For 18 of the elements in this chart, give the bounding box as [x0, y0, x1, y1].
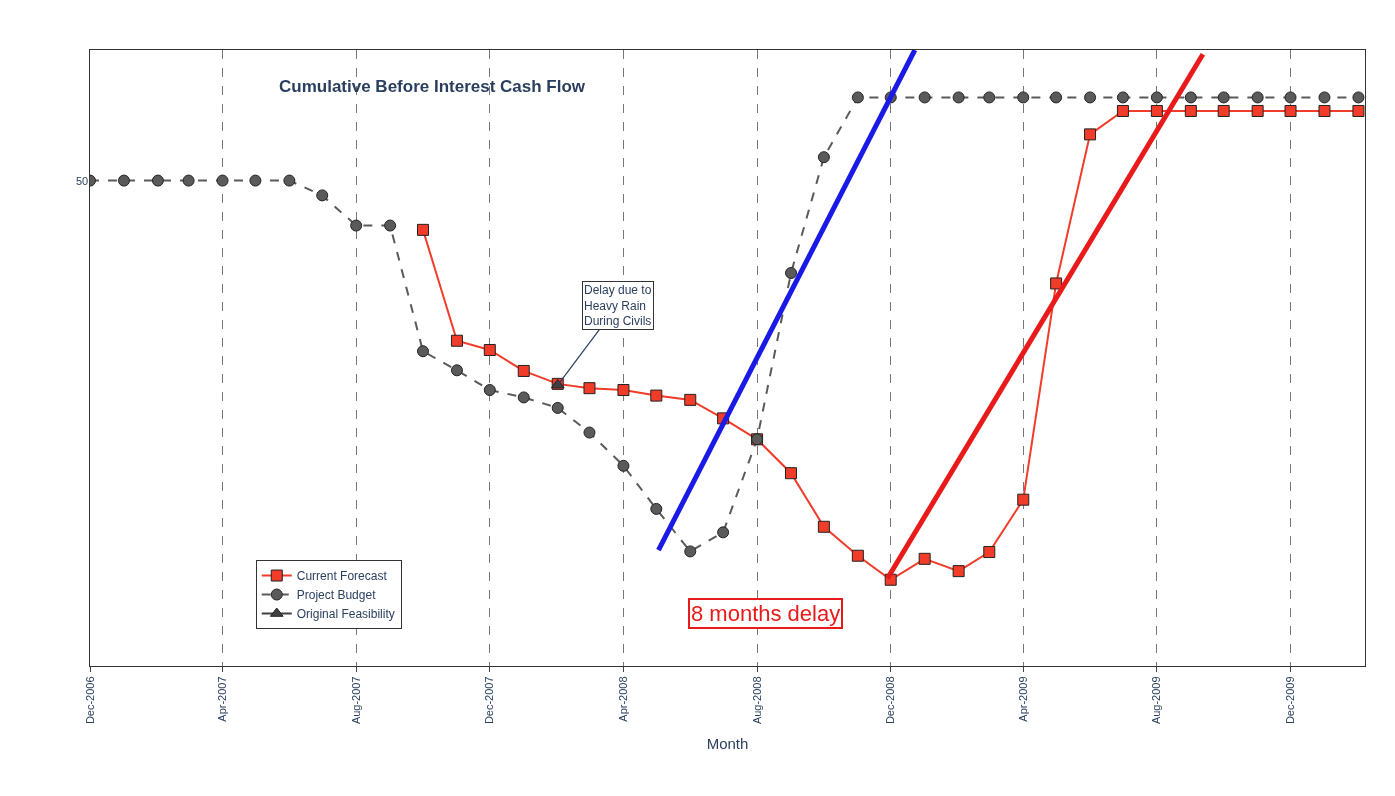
x-tick-label: Apr-2007: [216, 676, 229, 722]
x-tick-label: Aug-2007: [349, 676, 362, 725]
x-axis-title: Month: [706, 735, 749, 753]
text: Cumulative Before Interest Cash Flow: [279, 76, 586, 96]
annotation: 50: [76, 175, 89, 187]
legend-label: Project Budget: [296, 588, 377, 603]
x-tick-label: Dec-2007: [483, 676, 496, 725]
x-tick-label: Aug-2008: [750, 676, 763, 725]
x-tick-label: Dec-2006: [83, 676, 96, 725]
x-tick-label: Apr-2008: [617, 676, 630, 722]
x-tick-label: Dec-2009: [1284, 676, 1297, 725]
x-tick-label: Aug-2009: [1150, 676, 1163, 725]
x-tick-label: Apr-2009: [1016, 676, 1029, 722]
annotation: 8 months delay: [691, 601, 841, 626]
annotation: Delay due to Heavy Rain During Civils: [584, 283, 652, 329]
x-tick-label: Dec-2008: [884, 676, 897, 725]
legend-label: Original Feasibility: [296, 607, 395, 622]
legend-label: Current Forecast: [296, 569, 388, 584]
